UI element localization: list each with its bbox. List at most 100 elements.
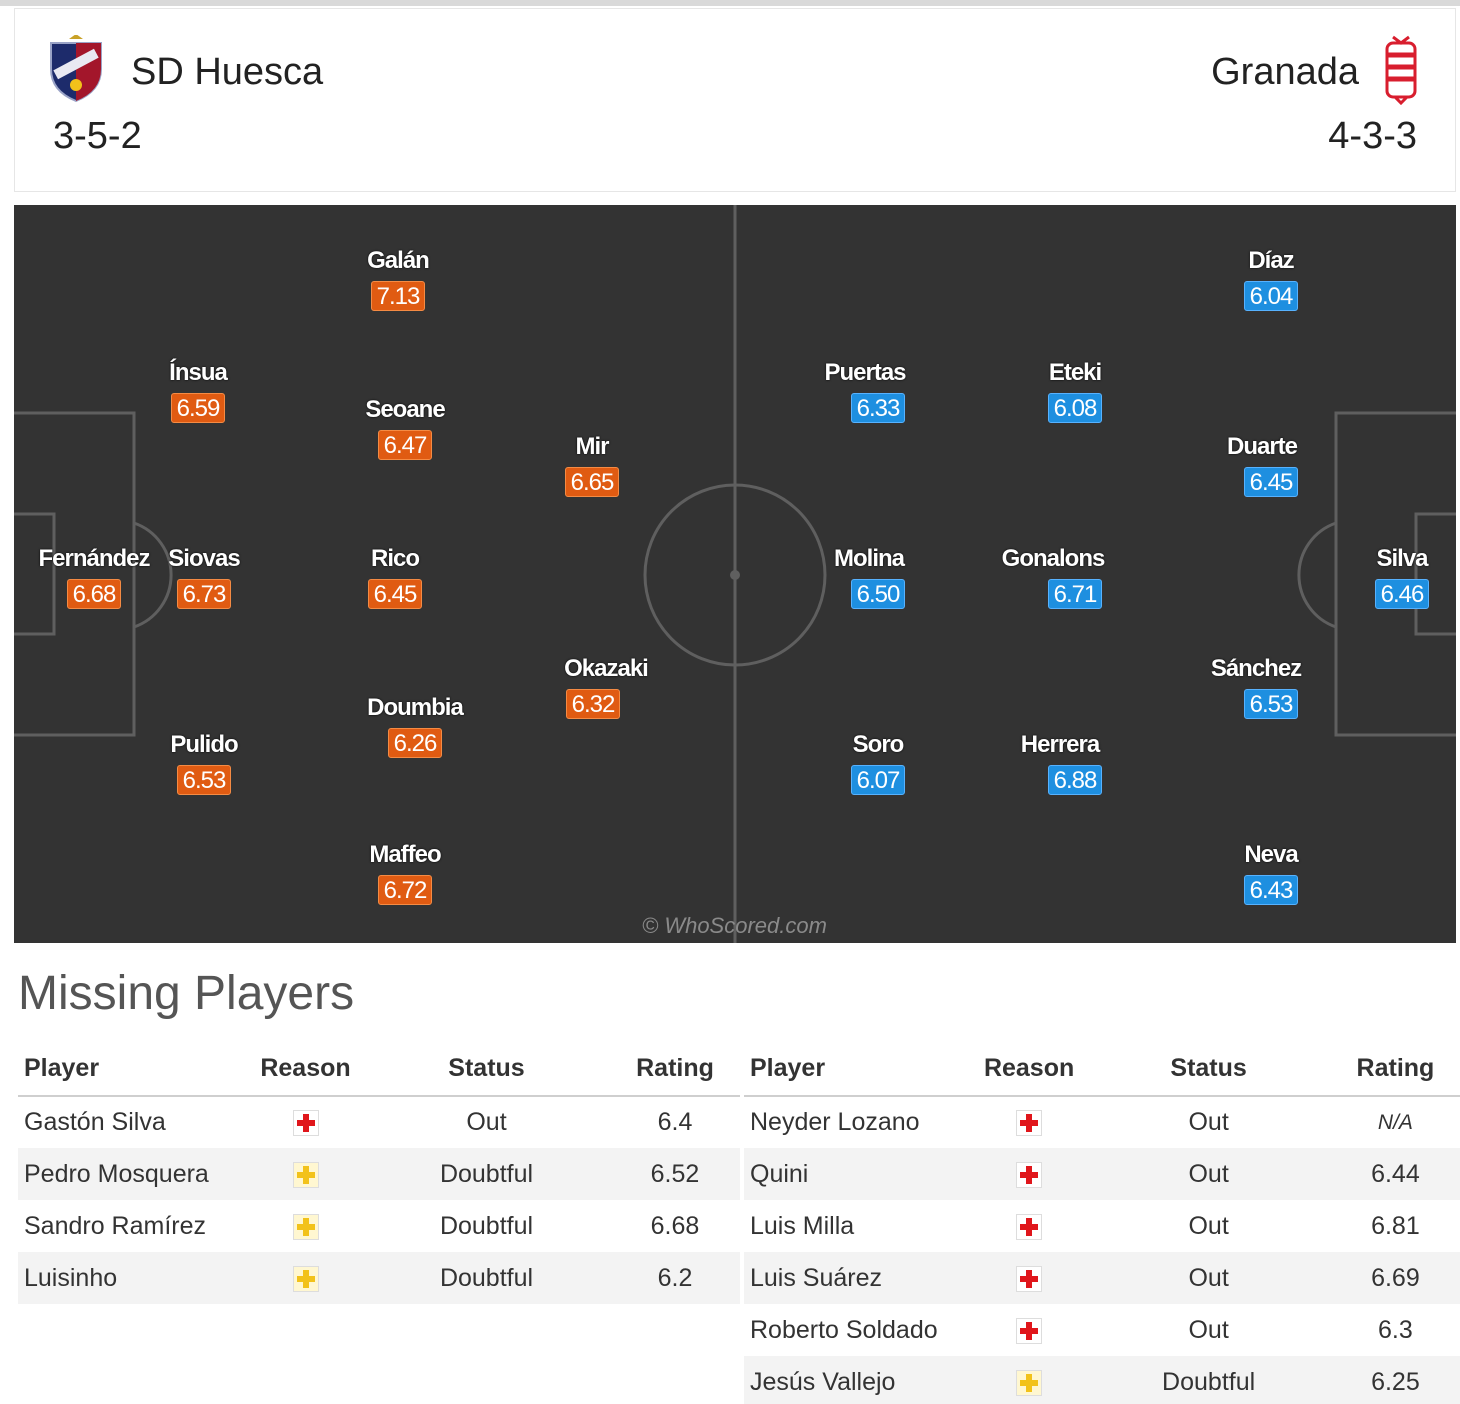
header-rating[interactable]: Rating [1330,1042,1460,1097]
doubtful-icon [292,1265,319,1292]
missing-player-name[interactable]: Roberto Soldado [750,1315,938,1344]
missing-player-name[interactable]: Luisinho [18,1252,248,1304]
header-status[interactable]: Status [1086,1042,1331,1097]
missing-rating: 6.25 [1330,1356,1460,1404]
watermark: © WhoScored.com [642,913,827,938]
missing-player-name[interactable]: Quini [744,1148,972,1200]
player-home-mir[interactable]: Mir 6.65 [512,433,672,503]
missing-rating: 6.3 [1378,1315,1413,1344]
player-name: Molina [834,545,905,572]
table-row: Roberto Soldado Out 6.3 [744,1304,1460,1356]
player-name: Maffeo [369,841,441,868]
player-rating: 6.50 [851,579,905,609]
doubtful-icon [292,1161,319,1188]
injury-icon [1016,1110,1043,1137]
missing-player-name[interactable]: Gastón Silva [24,1108,166,1136]
player-home-doumbia[interactable]: Doumbia 6.26 [335,694,495,764]
player-home-maffeo[interactable]: Maffeo 6.72 [325,841,485,911]
player-name: Mir [575,433,610,460]
player-name: Gonalons [1001,545,1106,572]
missing-rating: 6.68 [650,1211,700,1240]
player-rating: 6.43 [1244,875,1298,905]
player-away-diaz[interactable]: Díaz 6.04 [1191,247,1351,317]
player-away-silva[interactable]: Silva 6.46 [1322,545,1456,615]
table-row: Pedro Mosquera Doubtful 6.52 [18,1148,740,1200]
away-team-name[interactable]: Granada [1211,51,1359,93]
missing-player-name[interactable]: Neyder Lozano [750,1108,920,1136]
player-home-okazaki[interactable]: Okazaki 6.32 [526,655,686,725]
player-away-sanchez[interactable]: Sánchez 6.53 [1176,655,1336,725]
player-home-galan[interactable]: Galán 7.13 [318,247,478,317]
pitch: Fernández 6.68 Ínsua 6.59 Siovas 6.73 Pu… [14,205,1456,943]
player-name: Sánchez [1210,655,1302,682]
player-rating: 6.46 [1375,579,1429,609]
player-name: Rico [370,545,420,572]
player-away-neva[interactable]: Neva 6.43 [1191,841,1351,911]
missing-status: Out [466,1108,507,1136]
table-row: Neyder Lozano Out N/A [744,1096,1460,1148]
player-rating: 6.65 [565,467,619,497]
player-home-rico[interactable]: Rico 6.45 [315,545,475,615]
header-rating[interactable]: Rating [610,1042,740,1097]
table-row: Gastón Silva Out 6.4 [18,1096,740,1148]
player-home-seoane[interactable]: Seoane 6.47 [325,396,485,466]
missing-players-title: Missing Players [18,967,355,1020]
player-rating: 6.71 [1048,579,1102,609]
missing-rating: 6.52 [610,1148,740,1200]
player-name: Ínsua [169,359,228,386]
table-row: Quini Out 6.44 [744,1148,1460,1200]
player-name: Seoane [365,396,445,423]
player-away-eteki[interactable]: Eteki 6.08 [995,359,1155,429]
player-away-duarte[interactable]: Duarte 6.45 [1182,433,1342,503]
home-missing-table: Player Reason Status Rating Gastón Silva… [18,1042,740,1304]
missing-player-name[interactable]: Pedro Mosquera [18,1148,248,1200]
player-rating: 6.68 [67,579,121,609]
player-name: Puertas [824,359,906,386]
header-player[interactable]: Player [18,1042,248,1097]
header-reason[interactable]: Reason [248,1042,363,1097]
player-away-molina[interactable]: Molina 6.50 [789,545,949,615]
player-rating: 6.26 [388,728,442,758]
player-home-pulido[interactable]: Pulido 6.53 [124,731,284,801]
player-rating: 7.13 [371,281,425,311]
player-home-insua[interactable]: Ínsua 6.59 [118,359,278,429]
missing-status: Doubtful [363,1252,610,1304]
missing-player-name[interactable]: Jesús Vallejo [744,1356,972,1404]
header-player[interactable]: Player [744,1042,972,1097]
player-name: Fernández [38,545,150,572]
missing-rating: 6.44 [1330,1148,1460,1200]
missing-status: Out [1086,1252,1331,1304]
missing-status: Out [1188,1211,1229,1240]
missing-player-name[interactable]: Sandro Ramírez [24,1211,207,1240]
player-home-siovas[interactable]: Siovas 6.73 [124,545,284,615]
player-away-soro[interactable]: Soro 6.07 [798,731,958,801]
player-name: Siovas [168,545,240,572]
player-away-puertas[interactable]: Puertas 6.33 [785,359,945,429]
missing-player-name[interactable]: Luis Suárez [744,1252,972,1304]
match-header: SD Huesca 3-5-2 Granada 4-3-3 [14,8,1456,192]
missing-player-name[interactable]: Luis Milla [750,1211,855,1240]
header-status[interactable]: Status [363,1042,610,1097]
missing-status: Out [1188,1315,1229,1344]
table-header-row: Player Reason Status Rating [744,1042,1460,1097]
player-name: Eteki [1048,359,1102,386]
missing-rating: 6.69 [1330,1252,1460,1304]
player-away-herrera[interactable]: Herrera 6.88 [980,731,1140,801]
player-away-gonalons[interactable]: Gonalons 6.71 [973,545,1133,615]
player-home-fernandez[interactable]: Fernández 6.68 [14,545,174,615]
player-name: Pulido [170,731,238,758]
player-name: Okazaki [564,655,649,682]
header-reason[interactable]: Reason [971,1042,1087,1097]
player-name: Doumbia [367,694,464,721]
player-name: Neva [1244,841,1298,868]
granada-crest-icon [1381,35,1443,106]
player-rating: 6.53 [1244,689,1298,719]
home-team-name[interactable]: SD Huesca [131,51,324,93]
player-rating: 6.45 [1244,467,1298,497]
missing-status: Doubtful [1086,1356,1331,1404]
missing-rating: N/A [1377,1110,1413,1134]
player-rating: 6.45 [368,579,422,609]
player-name: Herrera [1020,731,1100,758]
table-row: Luis Suárez Out 6.69 [744,1252,1460,1304]
huesca-crest-icon [45,34,107,105]
